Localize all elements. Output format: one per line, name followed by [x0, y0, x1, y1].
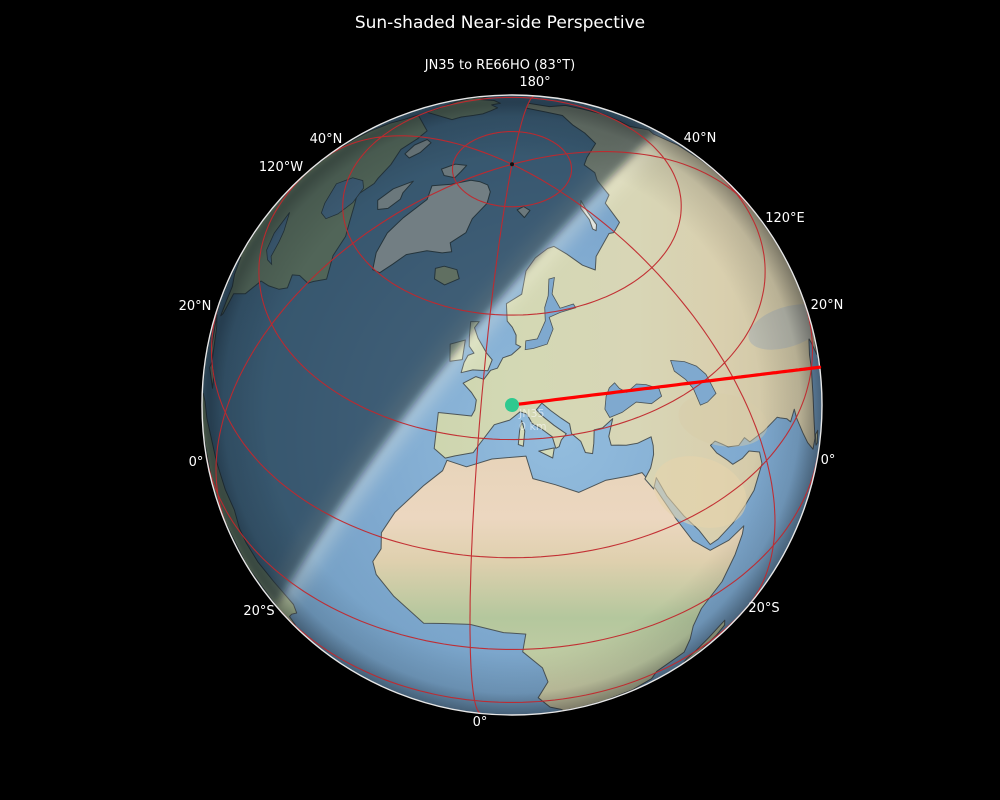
graticule-grid [205, 95, 819, 714]
graticule-label: 20°S [748, 601, 779, 616]
start-locator-label: JN35 [518, 407, 544, 420]
graticule-label: 180° [519, 75, 550, 90]
plot-subtitle: JN35 to RE66HO (83°T) [424, 58, 576, 73]
graticule-label: 0° [821, 453, 836, 468]
graticule-label: 0° [473, 715, 488, 730]
graticule-label: 120°E [765, 211, 805, 226]
graticule-label: 0° [189, 455, 204, 470]
graticule-label: 20°N [179, 299, 212, 314]
plot-title: Sun-shaded Near-side Perspective [354, 13, 646, 33]
graticule-label: 40°N [684, 131, 717, 146]
graticule-label: 40°N [310, 132, 343, 147]
graticule-label: 120°W [259, 160, 303, 175]
globe-rim [201, 94, 823, 716]
start-marker [505, 398, 519, 412]
start-distance-label: 0 km [519, 420, 547, 433]
graticule-label: 20°S [243, 604, 274, 619]
graticule-label: 20°N [811, 298, 844, 313]
great-circle-path [510, 365, 822, 407]
north-pole-marker [510, 162, 514, 167]
